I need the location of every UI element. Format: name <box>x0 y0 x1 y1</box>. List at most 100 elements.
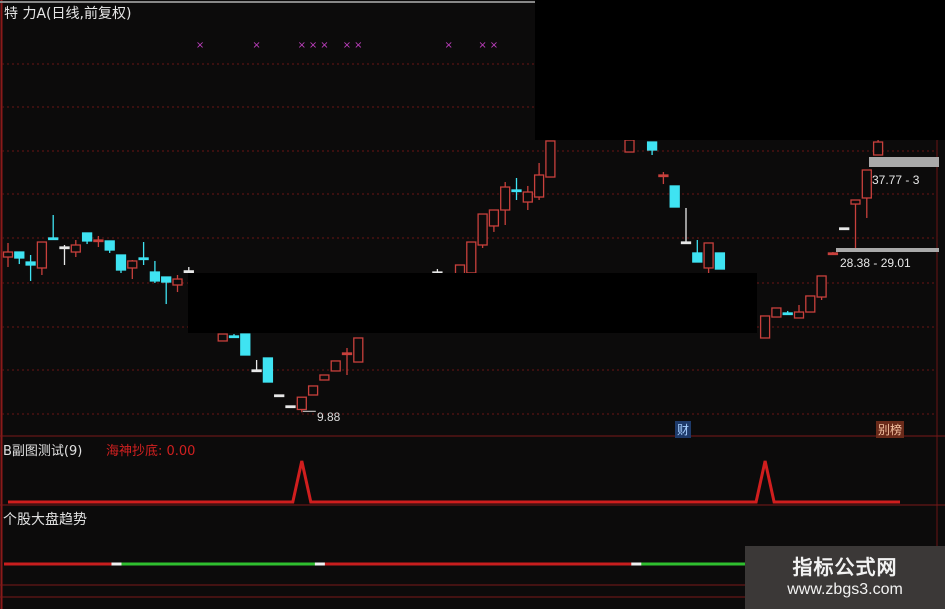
candle <box>81 232 93 245</box>
candle <box>353 337 364 363</box>
candle-body <box>330 360 341 372</box>
candle-body <box>805 295 816 313</box>
candle <box>646 141 658 155</box>
range-bar-lower <box>836 248 939 252</box>
candle <box>466 241 477 276</box>
candle <box>228 334 240 339</box>
main-pane-title: 特 力A(日线,前复权) <box>4 6 132 22</box>
candle-body <box>251 369 262 373</box>
candle <box>771 307 782 318</box>
candle-body <box>2 251 14 258</box>
candle <box>104 240 115 253</box>
candle <box>850 199 861 248</box>
signal-marker-x: × <box>343 40 351 51</box>
candle <box>624 139 635 153</box>
candle-body <box>341 352 353 356</box>
candle <box>669 185 680 208</box>
candle-body <box>658 174 669 178</box>
candle <box>692 240 703 263</box>
range-label-upper: 37.77 - 3 <box>872 173 920 187</box>
candle-body <box>127 260 138 269</box>
candle-body <box>680 241 692 245</box>
sub-pane-1-indicator: 海神抄底: 0.00 <box>106 444 196 459</box>
candle-body <box>759 315 771 339</box>
candle <box>341 347 353 375</box>
candle <box>14 251 25 265</box>
candle-body <box>217 333 228 342</box>
candle-body <box>228 335 240 339</box>
ranking-marker[interactable]: 别榜 <box>876 421 905 438</box>
candle-body <box>296 396 307 411</box>
candle-body <box>466 241 477 274</box>
candle <box>839 227 850 231</box>
candle-body <box>59 246 70 250</box>
candle <box>240 333 251 356</box>
candle-body <box>274 394 285 398</box>
candle <box>161 276 172 305</box>
candle <box>658 172 669 185</box>
candle <box>138 242 149 265</box>
candle-body <box>353 337 364 363</box>
candle <box>827 252 839 256</box>
candle-body <box>771 307 782 318</box>
candle <box>805 295 816 313</box>
candle <box>149 260 161 283</box>
candle-body <box>839 227 850 231</box>
candle-body <box>477 213 488 246</box>
watermark-url: www.zbgs3.com <box>787 581 903 598</box>
candle-body <box>183 270 194 274</box>
candle <box>251 360 262 373</box>
finance-marker[interactable]: 财 <box>675 421 692 438</box>
candle <box>115 254 127 273</box>
candle <box>59 245 70 265</box>
candle-body <box>522 191 533 203</box>
watermark-name: 指标公式网 <box>792 555 898 579</box>
candle <box>703 242 714 275</box>
candle <box>93 235 104 248</box>
candle-body <box>70 244 81 253</box>
candle <box>296 396 307 413</box>
sub-pane-2-title: 个股大盘趋势 <box>3 512 87 528</box>
range-label-lower: 28.38 - 29.01 <box>840 256 911 270</box>
candle-body <box>104 240 115 251</box>
signal-marker-x: × <box>252 40 260 51</box>
candle-body <box>93 239 104 243</box>
candle-body <box>307 385 319 396</box>
candle <box>70 240 81 258</box>
candle-body <box>285 405 296 409</box>
candle-body <box>115 254 127 271</box>
candle <box>782 310 793 316</box>
candle <box>816 275 827 300</box>
signal-marker-x: × <box>309 40 317 51</box>
range-bar-upper <box>869 157 939 167</box>
candle-body <box>14 251 25 259</box>
candle <box>330 360 341 372</box>
candle <box>25 255 36 281</box>
candle-body <box>511 189 522 193</box>
signal-marker-x: × <box>320 40 328 51</box>
candle-body <box>703 242 714 269</box>
candle-body <box>81 232 93 242</box>
candle <box>127 260 138 280</box>
candle-body <box>827 252 839 256</box>
signal-marker-x: × <box>445 40 453 51</box>
candle <box>680 207 692 245</box>
low-price-label: 9.88 <box>317 410 341 424</box>
candle <box>511 177 522 200</box>
candle <box>36 241 48 275</box>
candle-body <box>714 252 726 270</box>
candle <box>522 185 533 210</box>
signal-marker-x: × <box>354 40 362 51</box>
candle-body <box>240 333 251 356</box>
candle <box>714 252 726 270</box>
sub-pane-1-title: B副图测试(9) <box>3 444 83 459</box>
candle-body <box>861 169 872 199</box>
candle <box>48 215 59 241</box>
candle-body <box>25 261 36 266</box>
candle-body <box>500 186 511 211</box>
candle <box>307 385 319 396</box>
candle <box>183 267 194 274</box>
candle-body <box>872 141 884 156</box>
